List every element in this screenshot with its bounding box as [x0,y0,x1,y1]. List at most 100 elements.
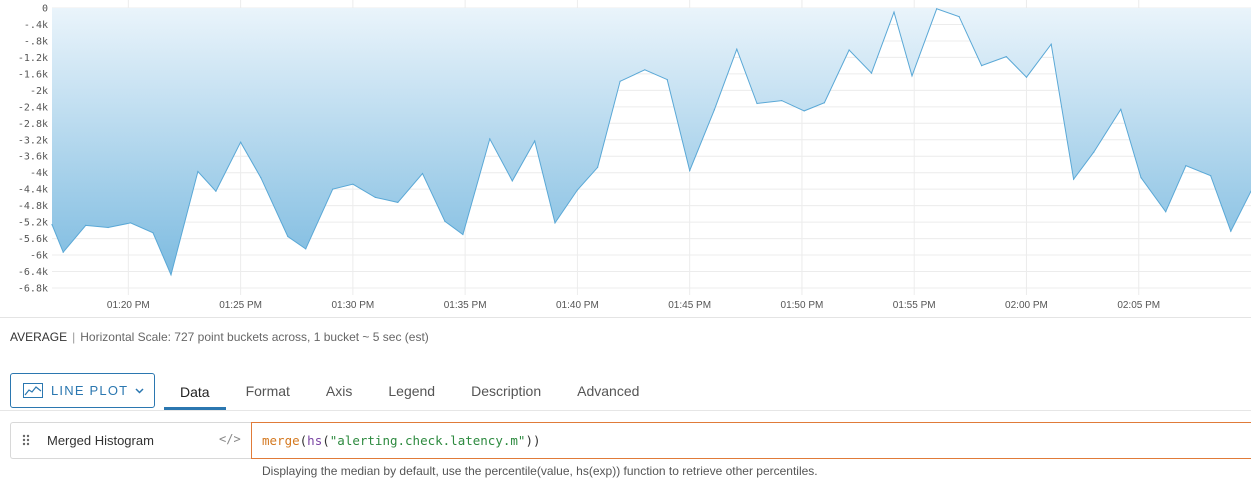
y-tick-label: -5.6k [18,234,48,245]
line-plot-dropdown-button[interactable]: LINE PLOT [10,373,155,408]
series-point [981,65,983,67]
y-tick-label: -3.2k [18,135,48,146]
code-toggle-icon[interactable]: </> [219,432,241,446]
y-tick-label: -6.4k [18,267,48,278]
series-point [736,48,738,50]
line-plot-icon [23,383,43,398]
series-point [197,170,199,173]
x-tick-label: 01:40 PM [556,300,599,311]
series-point [489,138,491,140]
y-tick-label: -2k [30,86,48,97]
tab-data[interactable]: Data [164,372,226,410]
query-fn-hs: hs [307,433,323,448]
series-point [1050,43,1052,45]
x-tick-label: 01:45 PM [668,300,711,311]
series-point [781,100,783,102]
y-tick-label: -2.8k [18,119,48,130]
series-point [240,141,242,143]
series-point [1093,151,1095,153]
y-tick-label: -.8k [24,36,48,47]
x-tick-label: 01:30 PM [331,300,374,311]
query-fn-merge: merge [262,433,300,448]
query-metric-string: "alerting.check.latency.m" [329,433,526,448]
y-tick-label: -4.4k [18,185,48,196]
x-axis-ticks: 01:20 PM 01:25 PM 01:30 PM 01:35 PM 01:40 PM… [107,300,1160,311]
query-paren-close: )) [525,433,541,448]
series-point [576,189,579,191]
horizontal-scale-note: AVERAGE | Horizontal Scale: 727 point buck… [10,330,429,344]
y-tick-label: -6.8k [18,284,48,295]
series-point [1120,108,1122,110]
series-point [444,220,446,222]
y-tick-label: 0 [42,4,48,15]
series-area [52,8,1251,275]
series-point [644,69,646,71]
series-point [1005,56,1007,58]
series-point [554,222,556,224]
y-tick-label: -4.8k [18,201,48,212]
separator: | [72,330,76,344]
tab-format[interactable]: Format [245,383,290,399]
drag-handle-icon[interactable] [22,434,30,446]
series-point [462,233,464,236]
x-tick-label: 01:25 PM [219,300,262,311]
series-point [534,140,536,142]
series-point [893,11,895,13]
series-point [107,226,109,229]
data-area-layer [51,8,1251,277]
y-tick-label: -5.2k [18,218,48,229]
series-point [756,102,758,105]
y-tick-label: -3.6k [18,152,48,163]
y-axis-ticks: 0 -.4k -.8k -1.2k -1.6k -2k -2.4k -2.8k -3.2k -3.… [18,4,48,295]
series-point [130,222,132,224]
x-tick-label: 01:55 PM [893,300,936,311]
query-name[interactable]: Merged Histogram [47,433,154,448]
series-point [1210,175,1212,177]
series-point [260,177,262,179]
series-point [332,188,334,190]
series-point [397,201,399,203]
series-point [936,8,938,10]
series-point [215,190,217,192]
series-point [911,75,913,77]
chart-svg[interactable]: 0 -.4k -.8k -1.2k -1.6k -2k -2.4k -2.8k -3.2k -3.… [0,0,1251,318]
percentile-hint: Displaying the median by default, use th… [262,464,818,478]
tab-legend[interactable]: Legend [388,383,436,399]
series-point [85,224,87,226]
series-point [958,16,960,18]
line-plot-label: LINE PLOT [51,383,129,398]
tabs-divider [0,410,1251,411]
tab-axis[interactable]: Axis [325,383,353,399]
series-point [51,224,53,226]
series-point [1140,177,1142,179]
series-point [152,232,154,234]
y-tick-label: -.4k [24,20,48,31]
tab-advanced[interactable]: Advanced [577,383,640,399]
series-point [1185,165,1187,167]
query-paren-inner-open: ( [322,433,330,448]
series-point [823,102,826,104]
series-point [1025,76,1028,78]
series-point [305,248,307,250]
series-point [421,172,424,175]
series-point [803,110,805,112]
series-point [597,166,599,168]
tab-description[interactable]: Description [471,383,542,399]
query-paren-open: ( [299,433,308,448]
y-tick-label: -1.6k [18,69,48,80]
series-point [713,109,716,111]
series-point [62,251,64,253]
series-point [374,196,376,198]
y-tick-label: -4k [30,168,48,179]
series-point [287,235,289,238]
x-tick-label: 01:20 PM [107,300,150,311]
editor-tabs: Data Format Axis Legend Description Adva… [164,372,659,410]
series-point [848,49,850,51]
query-row: Merged Histogram </> merge(hs("alerting.… [10,422,1251,459]
query-input[interactable]: merge(hs("alerting.check.latency.m")) [251,422,1251,459]
series-point [1073,178,1075,180]
series-point [170,274,172,276]
series-point [511,180,513,182]
chart-area[interactable]: 0 -.4k -.8k -1.2k -1.6k -2k -2.4k -2.8k -3.2k -3.… [0,0,1251,318]
chevron-down-icon [135,387,144,394]
